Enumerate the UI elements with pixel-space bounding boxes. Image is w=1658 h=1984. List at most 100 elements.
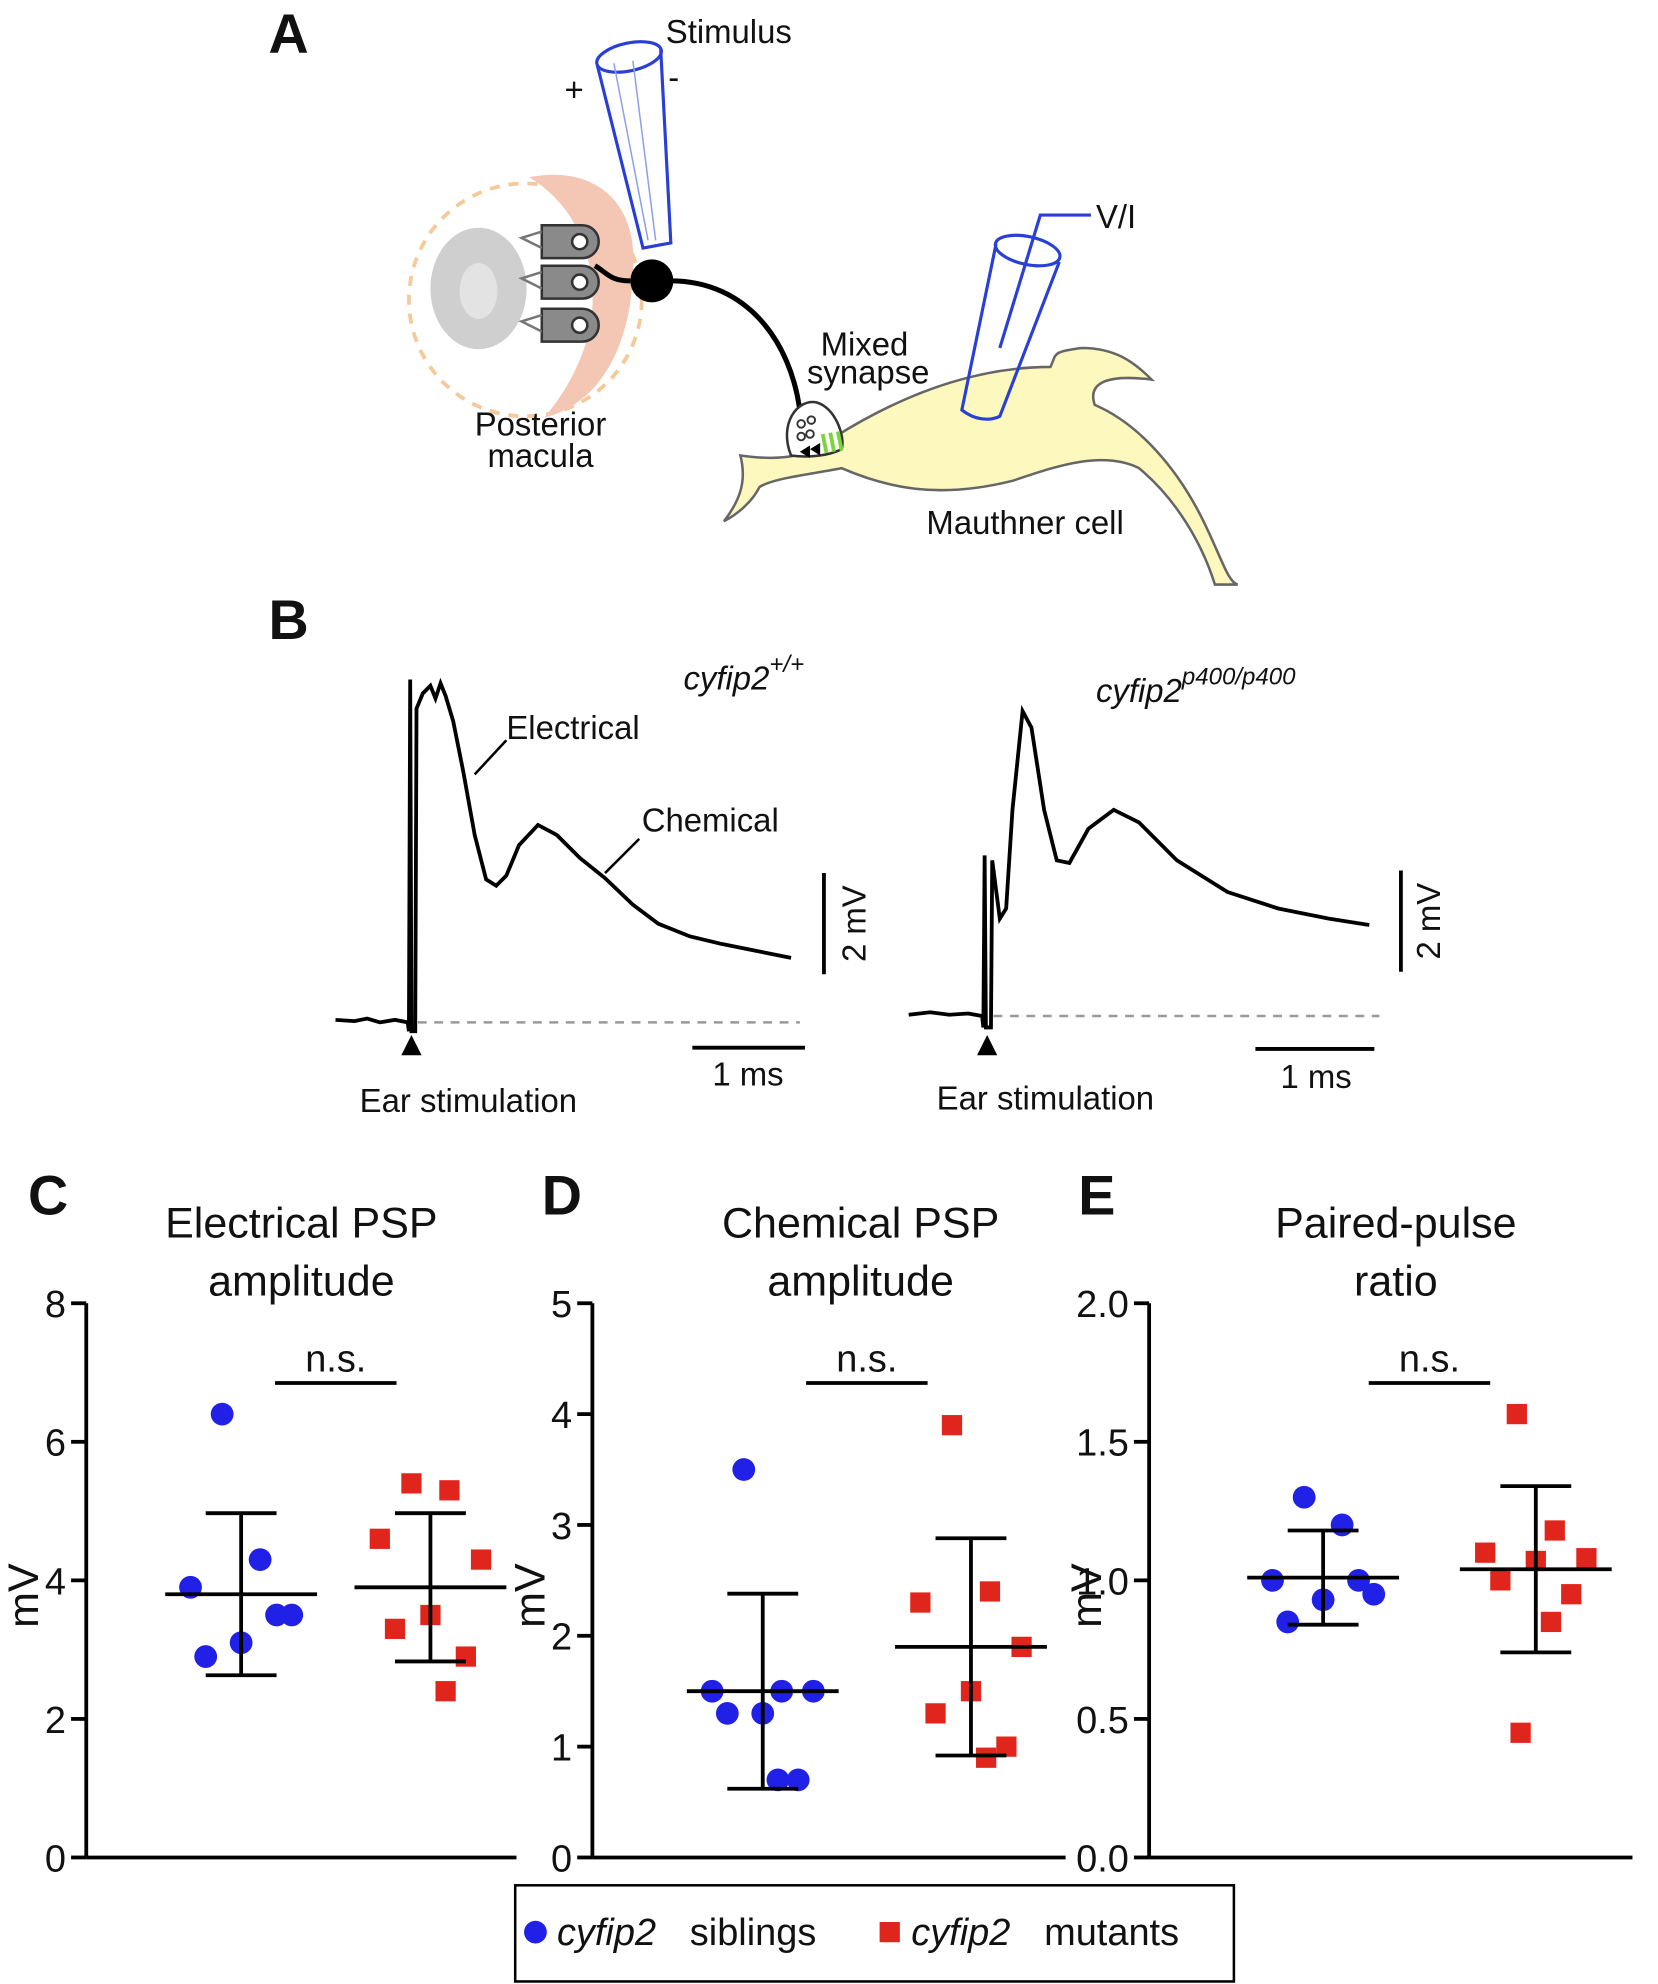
- mauthner-cell: [722, 346, 1239, 586]
- data-point: [979, 1581, 1001, 1602]
- data-point: [1540, 1611, 1562, 1633]
- data-point: [996, 1736, 1017, 1757]
- minus-label: -: [668, 59, 679, 96]
- time-scale: 1 ms: [712, 1056, 783, 1093]
- chemical-label: Chemical: [642, 801, 779, 838]
- y-tick-label: 2: [45, 1700, 66, 1742]
- data-point: [1576, 1548, 1597, 1569]
- data-point: [1475, 1542, 1496, 1563]
- data-point: [1506, 1403, 1527, 1425]
- data-point: [1330, 1513, 1354, 1537]
- y-axis-label: mV: [0, 1563, 48, 1628]
- stimulus-label: Stimulus: [666, 13, 792, 50]
- y-tick-label: 1.5: [1076, 1423, 1129, 1465]
- macula-label: macula: [488, 437, 595, 474]
- genotype: cyfip2+/+: [683, 651, 804, 697]
- stimulus-pipette: [595, 40, 673, 250]
- hair-cells: [518, 223, 600, 343]
- data-point: [248, 1548, 272, 1571]
- y-tick-label: 1: [551, 1728, 572, 1770]
- data-point: [1490, 1570, 1511, 1591]
- y-tick-label: 0: [45, 1838, 66, 1880]
- data-point: [1561, 1584, 1582, 1605]
- synapse-terminal: [785, 400, 844, 458]
- data-point: [1261, 1568, 1284, 1592]
- legend-gene: cyfip2: [911, 1912, 1010, 1954]
- gene: cyfip2: [1096, 672, 1182, 709]
- legend-label: siblings: [690, 1912, 817, 1954]
- y-tick-label: 0: [551, 1838, 572, 1880]
- legend-marker: [524, 1920, 547, 1944]
- macula-label: Posterior: [475, 405, 607, 442]
- data-point: [732, 1458, 756, 1481]
- y-tick-label: 0.5: [1076, 1700, 1129, 1742]
- data-point: [265, 1603, 288, 1627]
- data-point: [435, 1681, 456, 1702]
- trace: [908, 704, 1370, 1030]
- afferent-axon: [593, 263, 803, 412]
- gene: cyfip2: [683, 660, 769, 697]
- data-point: [401, 1473, 422, 1494]
- y-tick-label: 5: [551, 1284, 572, 1326]
- recording-pipette: [960, 213, 1091, 421]
- chart-title: Chemical PSP: [722, 1199, 999, 1247]
- data-point: [715, 1701, 739, 1725]
- y-axis-label: mV: [1063, 1563, 1111, 1628]
- y-tick-label: 2.0: [1076, 1284, 1129, 1326]
- legend-marker: [879, 1922, 900, 1943]
- data-point: [1510, 1722, 1531, 1743]
- data-point: [1347, 1568, 1370, 1592]
- chart-title: amplitude: [208, 1258, 395, 1306]
- significance-label: n.s.: [836, 1339, 897, 1381]
- data-point: [470, 1549, 492, 1570]
- data-point: [1276, 1610, 1300, 1634]
- time-scale: 1 ms: [1281, 1058, 1352, 1095]
- scale-bars: [692, 870, 1403, 1051]
- data-point: [455, 1646, 476, 1667]
- data-point: [369, 1528, 390, 1549]
- y-tick-label: 3: [551, 1506, 572, 1548]
- chart-title: amplitude: [767, 1258, 954, 1306]
- trace: [335, 677, 792, 1034]
- significance-label: n.s.: [305, 1339, 366, 1381]
- data-point: [766, 1768, 790, 1792]
- data-point: [786, 1768, 810, 1792]
- vi-label: V/I: [1096, 198, 1136, 235]
- vesicles: [796, 415, 817, 442]
- y-tick-label: 1.0: [1076, 1561, 1129, 1603]
- data-point: [384, 1618, 406, 1639]
- data-point: [976, 1747, 997, 1768]
- synapse-label: Mixed: [821, 326, 909, 363]
- panel-letter: B: [268, 589, 308, 651]
- voltage-scale: 2 mV: [1410, 883, 1447, 960]
- otolith-core: [459, 263, 498, 319]
- y-tick-label: 4: [551, 1395, 572, 1437]
- data-point: [941, 1415, 963, 1436]
- legend-label: mutants: [1044, 1912, 1179, 1954]
- data-point: [194, 1645, 218, 1668]
- stim-label: Ear stimulation: [360, 1082, 577, 1119]
- mauthner-label: Mauthner cell: [926, 504, 1123, 541]
- macula-crescent: [529, 174, 634, 418]
- data-point: [1544, 1520, 1565, 1541]
- chart-title: Paired-pulse: [1275, 1199, 1517, 1247]
- allele: p400/p400: [1181, 664, 1296, 691]
- data-point: [910, 1592, 931, 1613]
- panel-letter: E: [1078, 1165, 1115, 1227]
- panel-letter: A: [268, 3, 308, 65]
- ganglion-cell: [630, 259, 674, 303]
- y-tick-label: 4: [45, 1561, 66, 1603]
- panel-letter: D: [542, 1165, 582, 1227]
- significance-label: n.s.: [1399, 1339, 1460, 1381]
- receptors: [799, 442, 821, 459]
- chart-title: ratio: [1354, 1258, 1438, 1306]
- data-point: [925, 1703, 946, 1724]
- stim-arrow: [401, 1035, 998, 1056]
- legend-gene: cyfip2: [557, 1912, 656, 1954]
- y-axis-label: mV: [506, 1563, 554, 1628]
- data-point: [210, 1402, 234, 1426]
- gap-junction: [820, 431, 844, 454]
- data-point: [439, 1480, 460, 1501]
